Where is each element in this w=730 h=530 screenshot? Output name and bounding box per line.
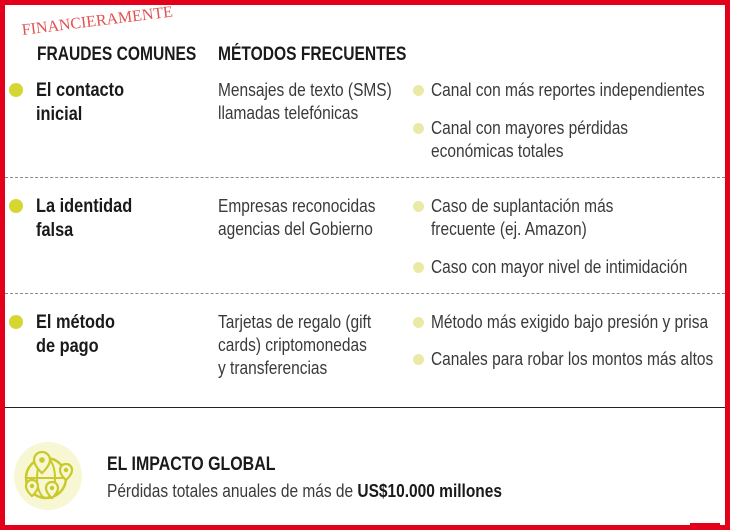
note-bullet-dot bbox=[413, 354, 424, 365]
note-line: Canal con más reportes independientes bbox=[431, 80, 705, 100]
method-line: Empresas reconocidas bbox=[218, 196, 376, 216]
row-title-line: falsa bbox=[36, 220, 74, 241]
section-divider bbox=[5, 407, 725, 408]
note-line: frecuente (ej. Amazon) bbox=[431, 219, 587, 239]
row-title-line: de pago bbox=[36, 336, 99, 357]
row-divider bbox=[5, 293, 725, 294]
header-metodos-frecuentes: MÉTODOS FRECUENTES bbox=[218, 44, 407, 65]
method-line: Mensajes de texto (SMS) bbox=[218, 80, 392, 100]
impact-title: EL IMPACTO GLOBAL bbox=[107, 454, 276, 475]
note-bullet-dot bbox=[413, 262, 424, 273]
note-text: Caso de suplantación más frecuente (ej. … bbox=[431, 195, 723, 241]
row-bullet-dot bbox=[9, 83, 23, 97]
row-methods: Mensajes de texto (SMS) llamadas telefón… bbox=[218, 79, 399, 125]
row-title: La identidad falsa bbox=[36, 195, 165, 243]
row-title-line: El contacto bbox=[36, 80, 125, 101]
note-text: Canal con mayores pérdidas económicas to… bbox=[431, 117, 723, 163]
method-line: Tarjetas de regalo (gift bbox=[218, 312, 372, 332]
note-line: Canales para robar los montos más altos bbox=[431, 349, 714, 369]
note-bullet-dot bbox=[413, 85, 424, 96]
globe-location-icon bbox=[12, 440, 84, 512]
method-line: llamadas telefónicas bbox=[218, 103, 359, 123]
note-text: Canales para robar los montos más altos bbox=[431, 348, 723, 371]
note-bullet-dot bbox=[413, 201, 424, 212]
note-text: Método más exigido bajo presión y prisa bbox=[431, 311, 723, 334]
note-line: Caso con mayor nivel de intimidación bbox=[431, 257, 688, 277]
row-title-line: La identidad bbox=[36, 196, 133, 217]
impact-amount: US$10.000 millones bbox=[357, 481, 502, 501]
row-bullet-dot bbox=[9, 199, 23, 213]
method-line: agencias del Gobierno bbox=[218, 219, 373, 239]
method-line: cards) criptomonedas bbox=[218, 335, 367, 355]
note-text: Caso con mayor nivel de intimidación bbox=[431, 256, 723, 279]
note-line: Método más exigido bajo presión y prisa bbox=[431, 312, 709, 332]
row-methods: Empresas reconocidas agencias del Gobier… bbox=[218, 195, 399, 241]
note-line: Caso de suplantación más bbox=[431, 196, 614, 216]
row-title-line: El método bbox=[36, 312, 115, 333]
row-bullet-dot bbox=[9, 315, 23, 329]
note-bullet-dot bbox=[413, 123, 424, 134]
note-bullet-dot bbox=[413, 317, 424, 328]
header-fraudes-comunes: FRAUDES COMUNES bbox=[37, 44, 197, 65]
impact-text: Pérdidas totales anuales de más de US$10… bbox=[107, 481, 502, 502]
row-title: El contacto inicial bbox=[36, 79, 165, 127]
note-text: Canal con más reportes independientes bbox=[431, 79, 723, 102]
method-line: y transferencias bbox=[218, 358, 328, 378]
row-title: El método de pago bbox=[36, 311, 165, 359]
corner-tab bbox=[690, 523, 720, 530]
row-title-line: inicial bbox=[36, 104, 83, 125]
note-line: económicas totales bbox=[431, 141, 564, 161]
note-line: Canal con mayores pérdidas bbox=[431, 118, 629, 138]
row-divider bbox=[5, 177, 725, 178]
impact-text-prefix: Pérdidas totales anuales de más de bbox=[107, 481, 358, 501]
row-methods: Tarjetas de regalo (gift cards) criptomo… bbox=[218, 311, 399, 380]
